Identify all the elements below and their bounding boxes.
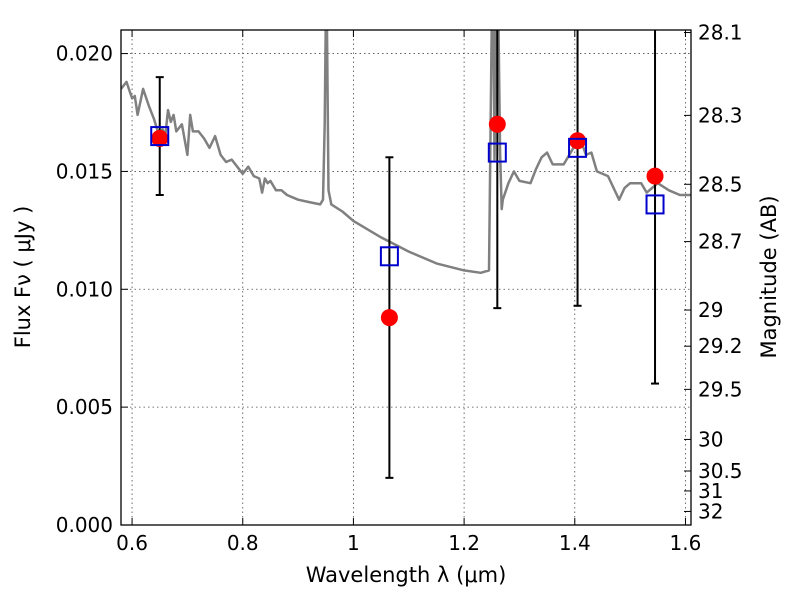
spectrum-line <box>121 30 691 275</box>
y-tick-label: 0.005 <box>56 395 113 419</box>
x-axis-label: Wavelength λ (μm) <box>306 563 507 587</box>
right-tick-label: 29.2 <box>698 334 743 358</box>
y-tick-label: 0.015 <box>56 159 113 183</box>
x-tick-label: 0.6 <box>116 531 148 555</box>
model-point <box>487 142 507 163</box>
y-tick-label: 0.000 <box>56 513 113 537</box>
x-tick-label: 0.8 <box>227 531 259 555</box>
observed-point <box>569 132 587 150</box>
right-tick-label: 28.1 <box>698 21 743 45</box>
x-tick-label: 1.4 <box>559 531 591 555</box>
y-tick-label: 0.020 <box>56 42 113 66</box>
observed-point <box>488 115 506 133</box>
y-axis-label: Flux Fν ( μJy ) <box>11 206 35 349</box>
model-point <box>645 194 665 215</box>
y-tick-label: 0.010 <box>56 277 113 301</box>
x-tick-label: 1.2 <box>448 531 480 555</box>
right-tick-label: 29 <box>698 298 723 322</box>
right-tick-label: 31 <box>698 479 723 503</box>
right-tick-label: 32 <box>698 499 723 523</box>
model-point <box>150 126 170 147</box>
observed-point <box>646 167 664 185</box>
right-tick-label: 30 <box>698 427 723 451</box>
right-tick-label: 28.7 <box>698 230 743 254</box>
model-point <box>379 246 399 267</box>
right-tick-label: 30.5 <box>698 459 743 483</box>
x-tick-label: 1.6 <box>670 531 702 555</box>
right-tick-label: 28.5 <box>698 172 743 196</box>
x-tick-label: 1 <box>347 531 360 555</box>
right-tick-label: 29.5 <box>698 377 743 401</box>
model-point <box>568 137 588 158</box>
plot-area <box>121 30 691 479</box>
observed-point <box>151 129 169 147</box>
observed-point <box>380 309 398 327</box>
ticks: 0.6 0.8 1 1.2 1.4 1.6 0.000 0.005 0.010 0.015 0.02… <box>56 21 743 555</box>
right-tick-label: 28.3 <box>698 103 743 127</box>
axes-frame <box>120 29 692 526</box>
right-axis-label: Magnitude (AB) <box>757 195 781 358</box>
